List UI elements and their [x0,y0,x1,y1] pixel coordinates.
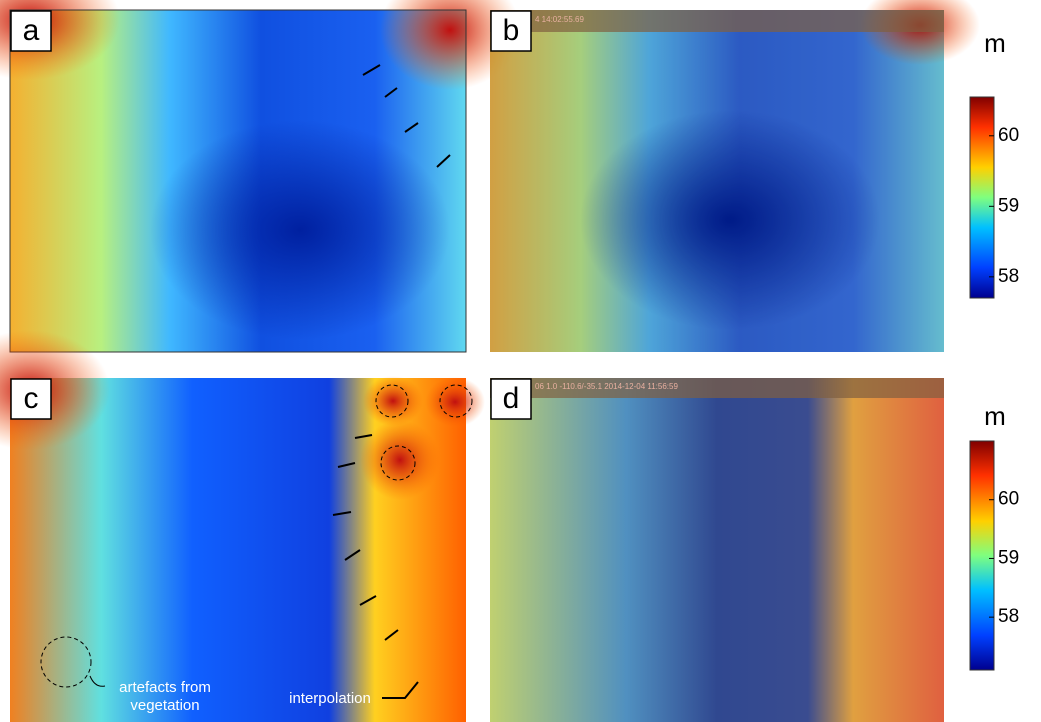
panel-label: b [503,14,520,47]
unit-label: m [984,28,1006,58]
panel-label-boxes [10,10,532,420]
colorbar [969,440,995,671]
timestamp: 06 1.0 -110.6/-35.1 2014-12-04 11:56:59 [535,382,678,391]
tick-label: 60 [998,125,1019,146]
colorbars: m 58 59 60 m 58 59 60 [969,28,1019,671]
unit-label: m [984,401,1006,431]
panel-label: a [23,14,40,47]
panel-d [490,378,944,722]
panel-label: d [503,382,520,415]
annotation: vegetation [130,697,199,714]
panel-c [0,330,485,722]
colorbar [969,96,995,299]
panel-label: c [24,382,39,415]
panel-a [0,0,520,353]
tick-label: 59 [998,547,1019,568]
tick-label: 58 [998,606,1019,627]
timestamp: 4 14:02:55.69 [535,15,584,24]
arrows [332,64,451,641]
tick-label: 59 [998,195,1019,216]
tick-label: 60 [998,489,1019,510]
tick-label: 58 [998,266,1019,287]
panel-b [490,0,980,352]
annotation: interpolation [289,690,371,707]
annotation: artefacts from [119,679,211,696]
